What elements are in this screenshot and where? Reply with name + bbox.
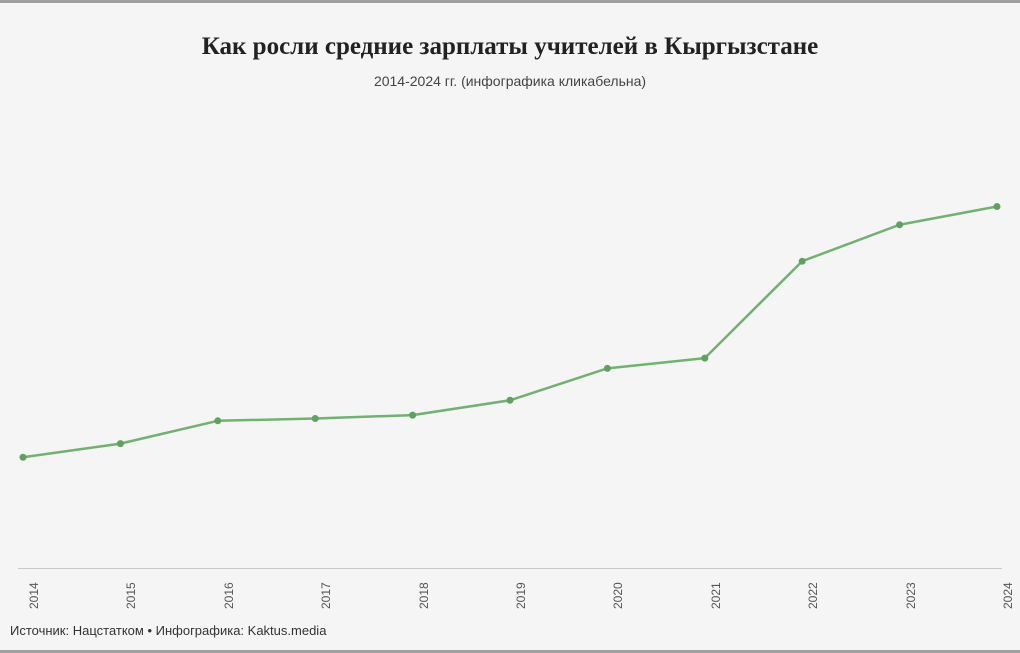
x-axis-label: 2021 (709, 582, 723, 609)
data-point[interactable] (117, 440, 124, 447)
data-point[interactable] (409, 412, 416, 419)
data-point[interactable] (20, 454, 27, 461)
x-axis-label: 2022 (806, 582, 820, 609)
data-point[interactable] (896, 221, 903, 228)
data-point[interactable] (799, 258, 806, 265)
x-axis-label: 2016 (222, 582, 236, 609)
data-point[interactable] (312, 415, 319, 422)
x-axis-label: 2017 (319, 582, 333, 609)
x-axis-label: 2023 (904, 582, 918, 609)
line-svg (18, 113, 1002, 568)
chart-container: Как росли средние зарплаты учителей в Кы… (0, 3, 1020, 650)
data-point[interactable] (994, 203, 1001, 210)
x-axis-label: 2015 (124, 582, 138, 609)
x-axis-label: 2019 (514, 582, 528, 609)
plot-area[interactable]: 2014201520162017201820192020202120222023… (18, 113, 1002, 569)
data-point[interactable] (604, 365, 611, 372)
source-text: Источник: Нацстатком • Инфографика: Kakt… (10, 623, 326, 638)
chart-title: Как росли средние зарплаты учителей в Кы… (0, 3, 1020, 61)
data-point[interactable] (214, 417, 221, 424)
x-axis-label: 2014 (27, 582, 41, 609)
data-point[interactable] (507, 397, 514, 404)
chart-subtitle: 2014-2024 гг. (инфографика кликабельна) (0, 73, 1020, 89)
x-axis-label: 2024 (1001, 582, 1015, 609)
data-point[interactable] (701, 355, 708, 362)
x-axis-label: 2018 (417, 582, 431, 609)
line-series (23, 206, 997, 457)
x-axis-label: 2020 (611, 582, 625, 609)
